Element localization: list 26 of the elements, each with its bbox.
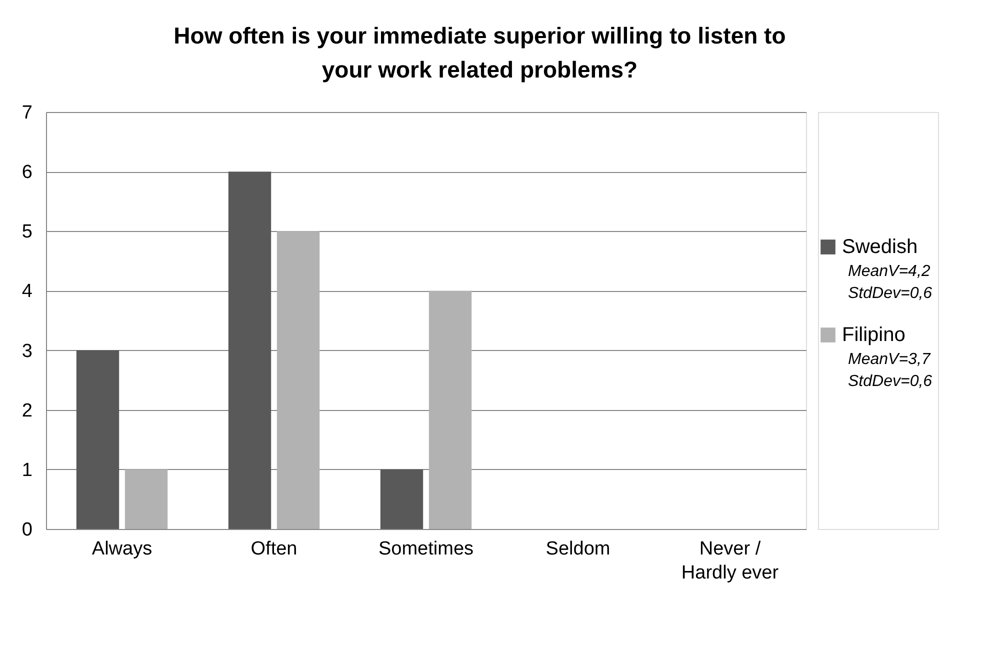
bar bbox=[228, 172, 272, 529]
x-tick-label: Seldom bbox=[546, 538, 610, 560]
legend-label: Filipino bbox=[842, 324, 906, 346]
x-tick-label: Often bbox=[250, 538, 298, 560]
y-tick-label: 1 bbox=[22, 460, 32, 481]
bar bbox=[380, 469, 424, 529]
y-tick-label: 6 bbox=[22, 162, 32, 184]
y-tick-label: 5 bbox=[22, 222, 32, 243]
bar bbox=[428, 290, 472, 529]
bar bbox=[76, 350, 120, 529]
y-tick-label: 2 bbox=[22, 400, 32, 422]
bar bbox=[124, 469, 168, 529]
y-tick-label: 7 bbox=[22, 102, 32, 124]
y-tick-label: 4 bbox=[22, 281, 33, 302]
text: StdDev=0,6 bbox=[848, 373, 932, 390]
bar bbox=[276, 231, 320, 529]
x-tick-label: Sometimes bbox=[378, 538, 474, 560]
x-tick-label: Always bbox=[92, 538, 152, 560]
text: MeanV=3,7 bbox=[848, 351, 932, 368]
y-tick-label: 0 bbox=[22, 520, 32, 540]
legend-label: Swedish bbox=[842, 236, 918, 258]
y-tick-label: 3 bbox=[22, 340, 32, 362]
text: MeanV=4,2 bbox=[848, 263, 930, 280]
chart-title: How often is your immediate superior willing to listen to your work related problems? bbox=[174, 22, 786, 82]
x-tick-label: Never / Hardly ever bbox=[681, 538, 780, 584]
text: StdDev=0,6 bbox=[848, 285, 932, 302]
